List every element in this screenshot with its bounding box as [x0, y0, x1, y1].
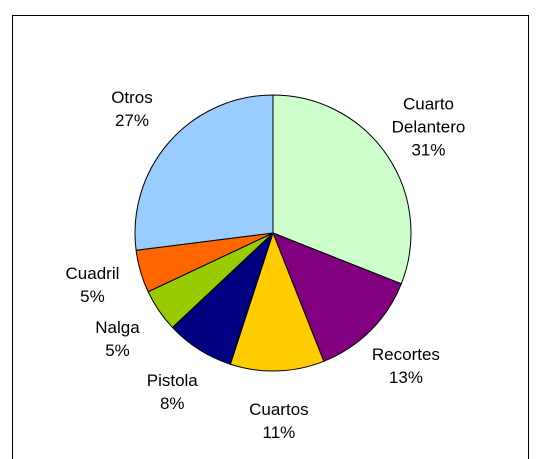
pie-slice [272, 94, 412, 285]
pie-slice [272, 232, 402, 362]
value-label: 5% [105, 340, 130, 360]
category-name: Recortes [371, 344, 440, 364]
slice-label: Cuadril 5% [32, 262, 152, 308]
slice-label: Cuarto Delantero 31% [378, 93, 478, 162]
value-label: 27% [114, 110, 149, 130]
slice-label: Otros 27% [72, 86, 192, 132]
category-name: Cuadril [65, 264, 120, 284]
pie-slice [134, 94, 274, 251]
category-name: Cuarto Delantero [391, 94, 466, 137]
category-name: Cuartos [249, 399, 309, 419]
chart-frame [12, 15, 529, 459]
slice-label: Recortes 13% [346, 343, 466, 389]
value-label: 31% [411, 140, 446, 160]
value-label: 8% [159, 393, 185, 413]
value-label: 13% [388, 367, 423, 387]
slice-label: Nalga 5% [58, 316, 178, 362]
slice-label: Cuartos 11% [219, 398, 339, 444]
value-label: 11% [262, 422, 296, 442]
value-label: 5% [80, 287, 105, 307]
slice-label: Pistola 8% [112, 369, 232, 415]
pie-slice [229, 231, 325, 372]
category-name: Otros [111, 87, 153, 107]
category-name: Nalga [95, 317, 140, 337]
category-name: Pistola [146, 370, 198, 390]
